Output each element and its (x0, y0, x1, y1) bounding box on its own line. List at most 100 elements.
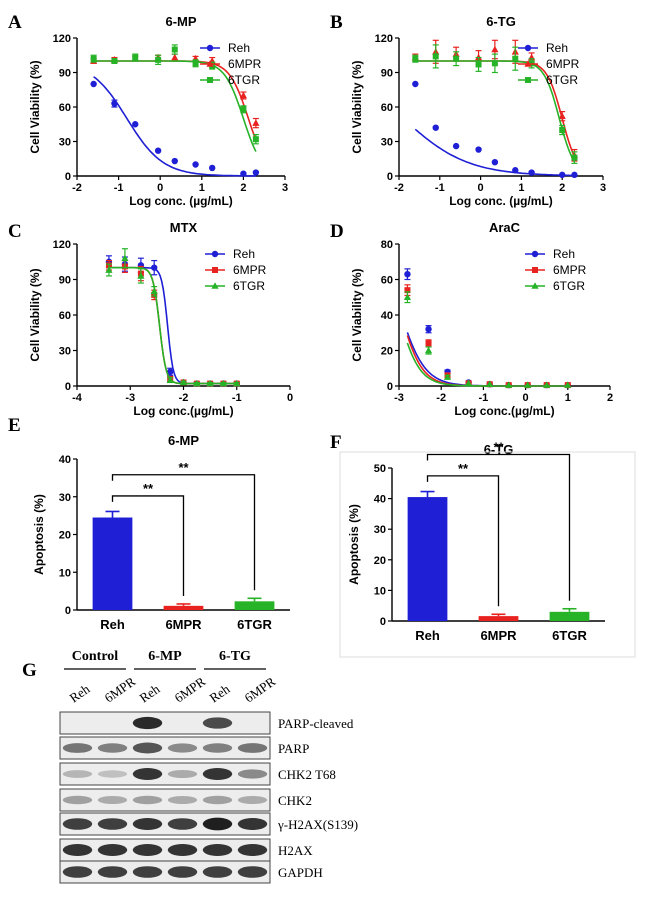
y-tick-label: 60 (381, 102, 393, 114)
data-point (111, 58, 118, 64)
blot-strip (59, 711, 271, 735)
legend-label: 6TGR (233, 279, 265, 293)
blot-band (62, 866, 93, 878)
blot-band (97, 844, 128, 856)
chart-b: 0 30 60 90 120 -2 -1 0 1 2 3 6-TG Log conc. (µg/mL) C… (350, 14, 606, 208)
data-point (465, 379, 473, 387)
series-reh (404, 268, 571, 389)
data-point (150, 287, 158, 295)
significance-bracket (111, 495, 185, 596)
blot-row-label: CHK2 (278, 793, 312, 808)
x-tick-label: -3 (394, 392, 404, 404)
fit-curve (93, 76, 256, 177)
y-tick-label: 20 (381, 346, 393, 358)
x-tick-label: 3 (600, 182, 606, 194)
data-point (412, 55, 419, 62)
y-tick-label: 0 (387, 171, 393, 183)
chart-e: 0 10 20 30 40 6-MP Apoptosis (%) Reh 6MPR 6TGR ** *… (32, 433, 290, 632)
data-point (233, 379, 241, 387)
x-tick-label: -4 (72, 392, 83, 404)
x-tick-label: 0 (157, 182, 163, 194)
blot-row: CHK2 (59, 788, 312, 812)
legend-label: 6MPR (228, 57, 262, 71)
blot-band (132, 716, 163, 730)
y-tick-label: 10 (59, 567, 71, 579)
blot-row: PARP-cleaved (59, 711, 354, 735)
blot-band (62, 743, 93, 753)
data-point (491, 60, 498, 67)
chart-title: 6-TG (486, 14, 516, 29)
blot-band (237, 866, 268, 878)
legend: Reh 6MPR 6TGR (200, 41, 262, 87)
blot-lane-label: 6MPR (242, 674, 279, 706)
legend-label: 6TGR (546, 73, 578, 87)
data-point (425, 340, 432, 347)
blot-lane-label: Reh (137, 681, 163, 706)
blot-strip (59, 788, 271, 812)
y-tick-label: 0 (65, 171, 71, 183)
y-tick-label: 120 (53, 33, 71, 45)
legend-marker (524, 44, 532, 52)
x-tick-label: 2 (240, 182, 246, 194)
chart-f: 0 10 20 30 40 50 6-TG Apoptosis (%) Reh 6MPR 6TGR *… (347, 439, 605, 643)
legend-marker (212, 267, 218, 273)
blot-band (237, 844, 268, 856)
data-point (491, 159, 499, 166)
blot-band (237, 743, 268, 753)
data-point (219, 379, 228, 387)
legend: Reh 6MPR 6TGR (525, 247, 587, 293)
x-tick-label: -2 (436, 392, 446, 404)
data-point (179, 378, 188, 386)
y-tick-label: 30 (59, 137, 71, 149)
significance-label: ** (178, 460, 189, 475)
category-label: Reh (100, 617, 125, 632)
category-label: 6MPR (480, 628, 517, 643)
data-point (505, 381, 513, 388)
bar-6mpr (478, 616, 519, 621)
panel-labels: A B C D E F G (8, 12, 344, 681)
data-point (252, 136, 259, 143)
y-axis-label: Cell Viability (%) (350, 60, 364, 153)
blot-band (132, 866, 163, 878)
data-point (209, 164, 216, 172)
series-reh (412, 80, 578, 179)
fit-curve (109, 266, 237, 385)
data-point (571, 154, 578, 161)
bar-6tgr (234, 601, 275, 610)
significance-label: ** (458, 461, 469, 476)
blot-band (62, 818, 93, 830)
data-point (571, 171, 578, 179)
data-point (452, 142, 460, 150)
significance-label: ** (493, 439, 504, 454)
panel-label-e: E (8, 415, 21, 436)
fit-curve (406, 342, 568, 387)
data-point (403, 293, 412, 301)
x-tick-label: -3 (125, 392, 135, 404)
y-tick-label: 90 (381, 68, 393, 80)
data-point (252, 169, 260, 176)
legend-label: Reh (233, 247, 255, 261)
blot-row: γ-H2AX(S139) (59, 812, 358, 836)
data-point (239, 91, 247, 99)
blot-band (132, 818, 163, 830)
legend-marker (524, 60, 532, 67)
data-point (192, 60, 199, 67)
bar-reh (407, 497, 448, 621)
data-point (193, 379, 201, 387)
panel-label-f: F (330, 432, 342, 453)
blot-band (132, 742, 163, 754)
series-reh (105, 255, 240, 387)
data-point (404, 287, 411, 294)
x-tick-label: 0 (478, 182, 484, 194)
legend-marker (532, 267, 538, 273)
blot-band (167, 818, 198, 830)
data-point (558, 112, 566, 119)
blot-band (202, 743, 233, 753)
blot-band (202, 817, 233, 831)
data-point (166, 376, 174, 383)
data-point (151, 264, 158, 271)
legend-label: 6MPR (233, 263, 267, 277)
y-tick-label: 0 (65, 381, 71, 393)
data-point (171, 157, 178, 165)
y-tick-label: 10 (374, 585, 386, 597)
